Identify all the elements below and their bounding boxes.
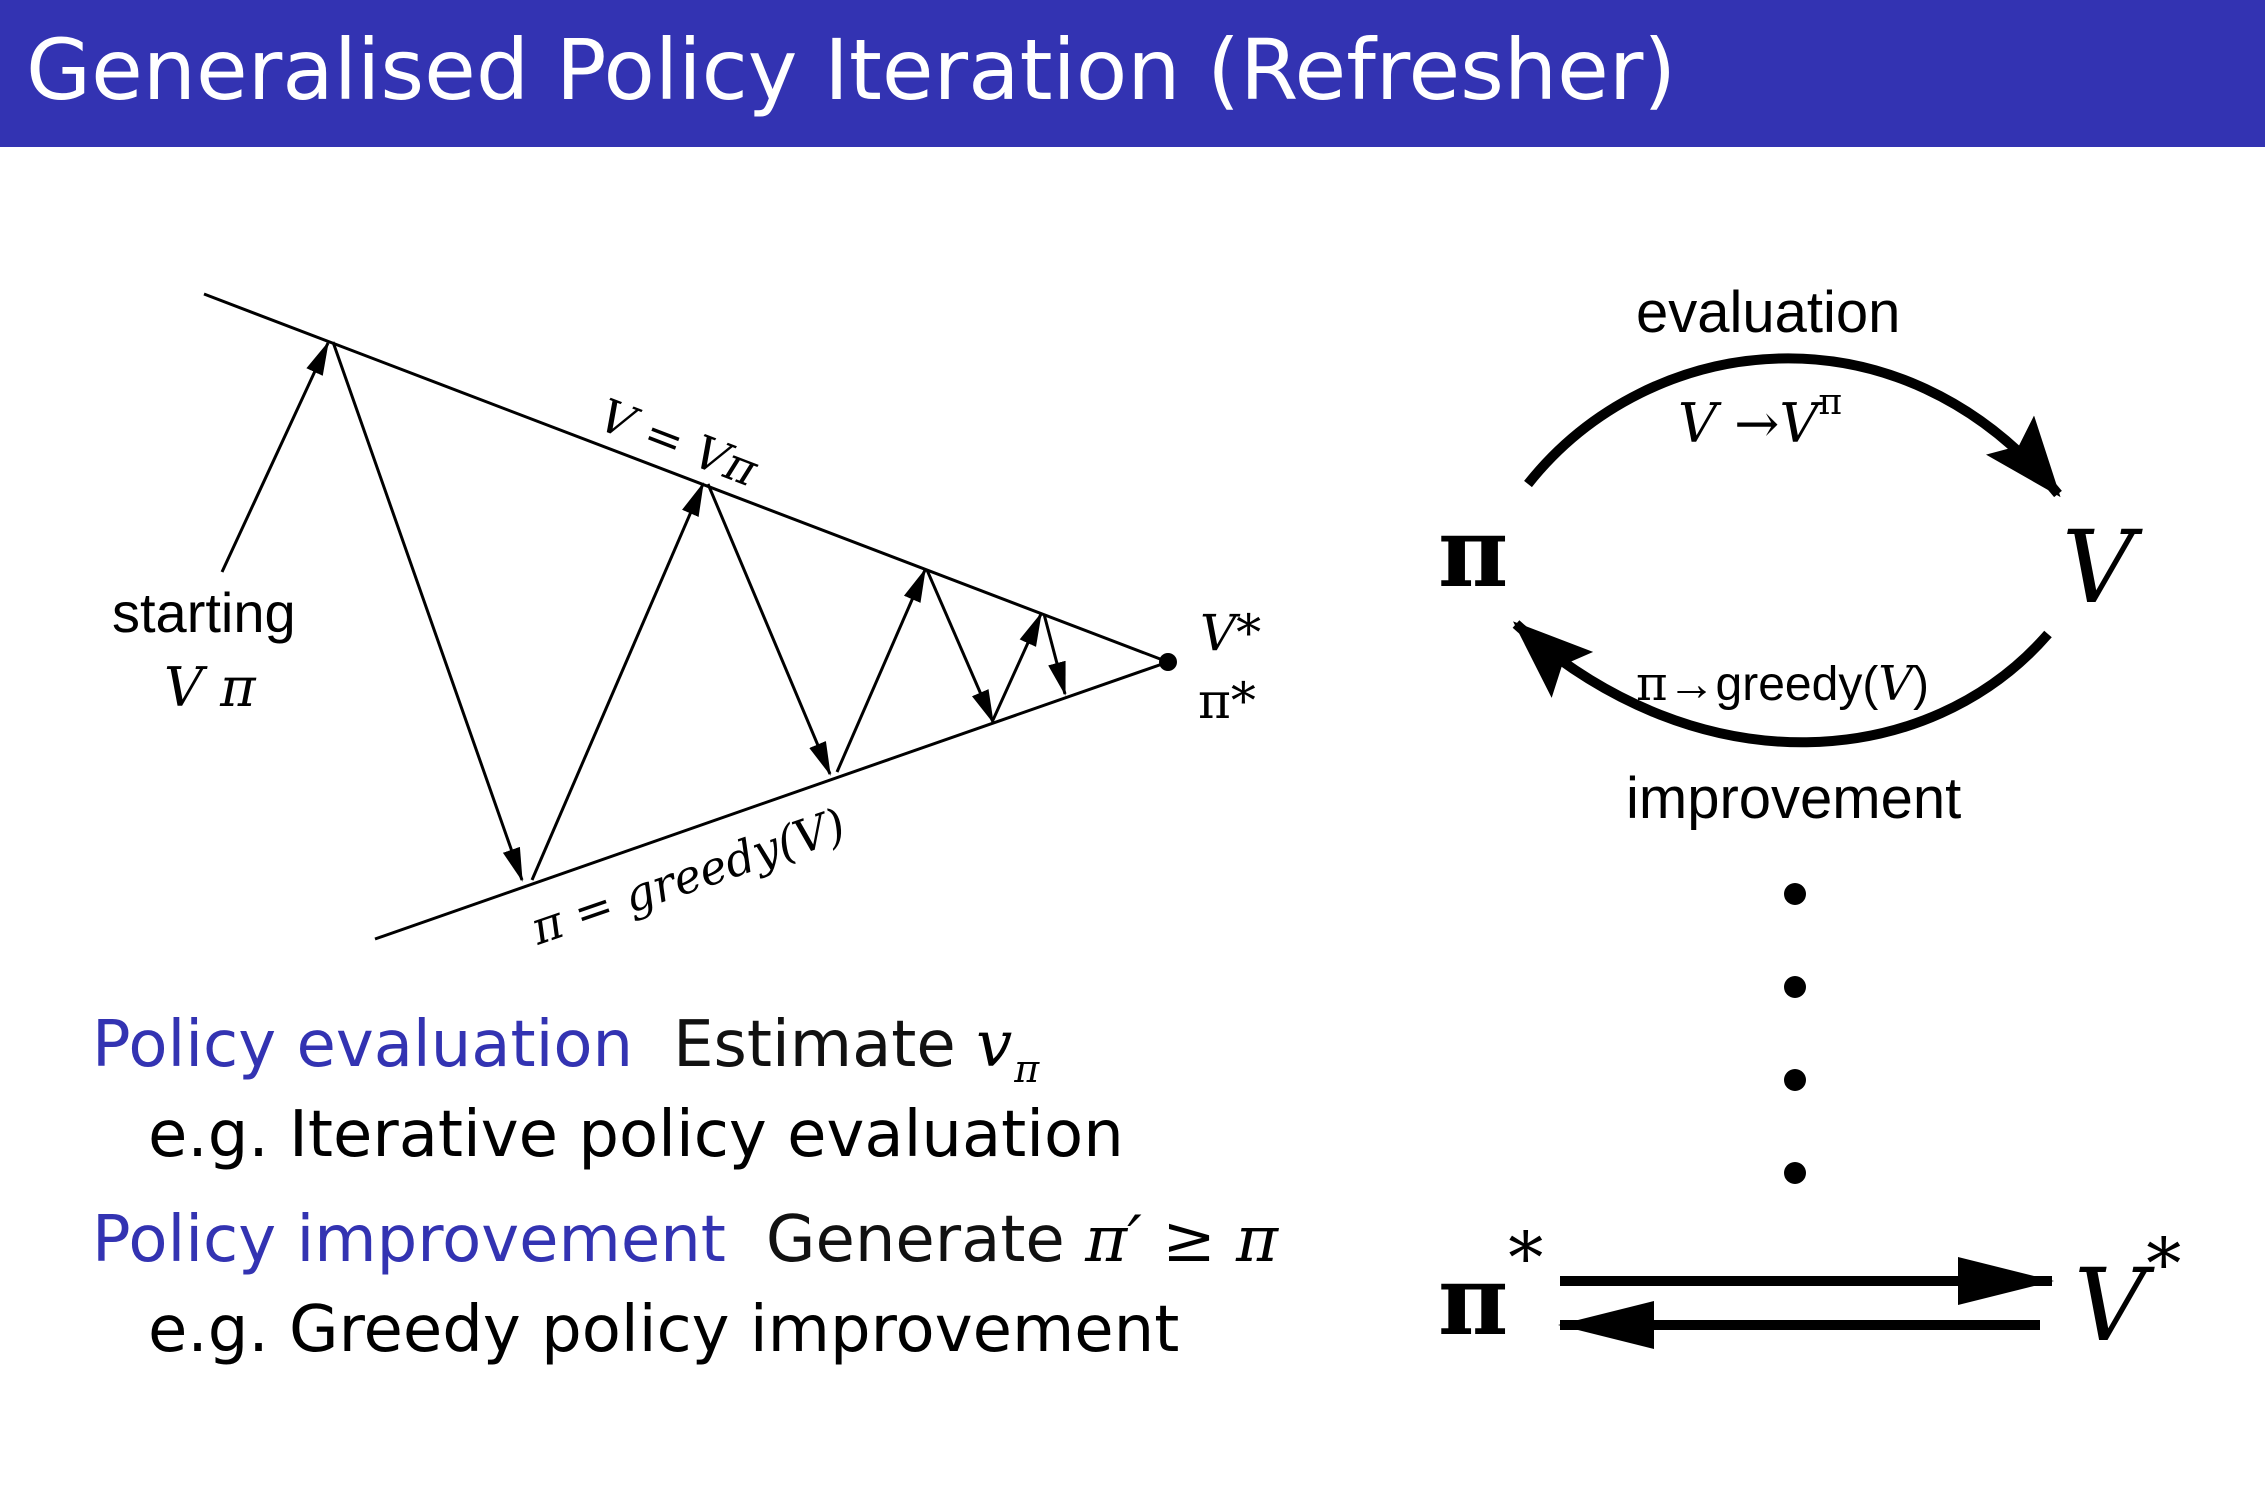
improve-formula: π→greedy(V) — [1636, 656, 1929, 712]
eval-formula: V →Vπ — [1678, 382, 1842, 455]
evaluation-label: evaluation — [1636, 280, 1900, 345]
zigzag-arrow — [706, 483, 832, 776]
pi-star-label: π* — [1198, 672, 1256, 730]
improvement-arrow — [1512, 620, 2052, 748]
pi-star-node: π* — [1438, 1217, 1543, 1357]
pi-node: π — [1438, 496, 1508, 609]
policy-evaluation-desc: Estimate — [673, 1008, 977, 1082]
start-arrow — [220, 341, 330, 573]
v-pi-symbol: v — [976, 1008, 1013, 1082]
slide-title: Generalised Policy Iteration (Refresher) — [26, 21, 1677, 119]
value-line — [203, 292, 1169, 664]
ellipsis-dot — [1784, 883, 1806, 905]
zigzag-arrow — [530, 482, 705, 881]
pi-prime-inequality: π′ ≥ π — [1085, 1203, 1279, 1277]
v-star-label: V* — [1200, 604, 1261, 662]
evaluation-arrow — [1524, 353, 2062, 498]
zigzag-arrow — [1042, 613, 1067, 696]
zigzag-arrow — [835, 568, 927, 773]
zigzag-arrow — [925, 569, 995, 724]
ellipsis-dot — [1784, 1162, 1806, 1184]
v-pi-subscript: π — [1014, 1047, 1040, 1091]
zigzag-arrow — [331, 341, 524, 882]
v-star-node: V* — [2074, 1223, 2181, 1364]
title-bar: Generalised Policy Iteration (Refresher) — [0, 0, 2265, 147]
ellipsis-dot — [1784, 976, 1806, 998]
policy-evaluation-example: e.g. Iterative policy evaluation — [148, 1098, 1124, 1172]
ellipsis-dot — [1784, 1069, 1806, 1091]
policy-improvement-example: e.g. Greedy policy improvement — [148, 1293, 1180, 1367]
policy-evaluation-term: Policy evaluation — [92, 1008, 634, 1082]
greedy-line — [374, 660, 1169, 941]
starting-v-pi-label: V π — [164, 656, 257, 719]
improvement-label: improvement — [1626, 766, 1961, 831]
policy-evaluation-line: Policy evaluation Estimate vπ — [92, 1005, 1039, 1093]
starting-label: starting — [112, 581, 296, 644]
policy-improvement-desc: Generate — [765, 1203, 1086, 1277]
policy-improvement-term: Policy improvement — [92, 1203, 726, 1277]
v-node: V — [2062, 509, 2143, 626]
policy-improvement-line: Policy improvement Generate π′ ≥ π — [92, 1200, 1278, 1280]
convergence-point — [1159, 653, 1177, 671]
zigzag-arrow — [991, 612, 1043, 721]
